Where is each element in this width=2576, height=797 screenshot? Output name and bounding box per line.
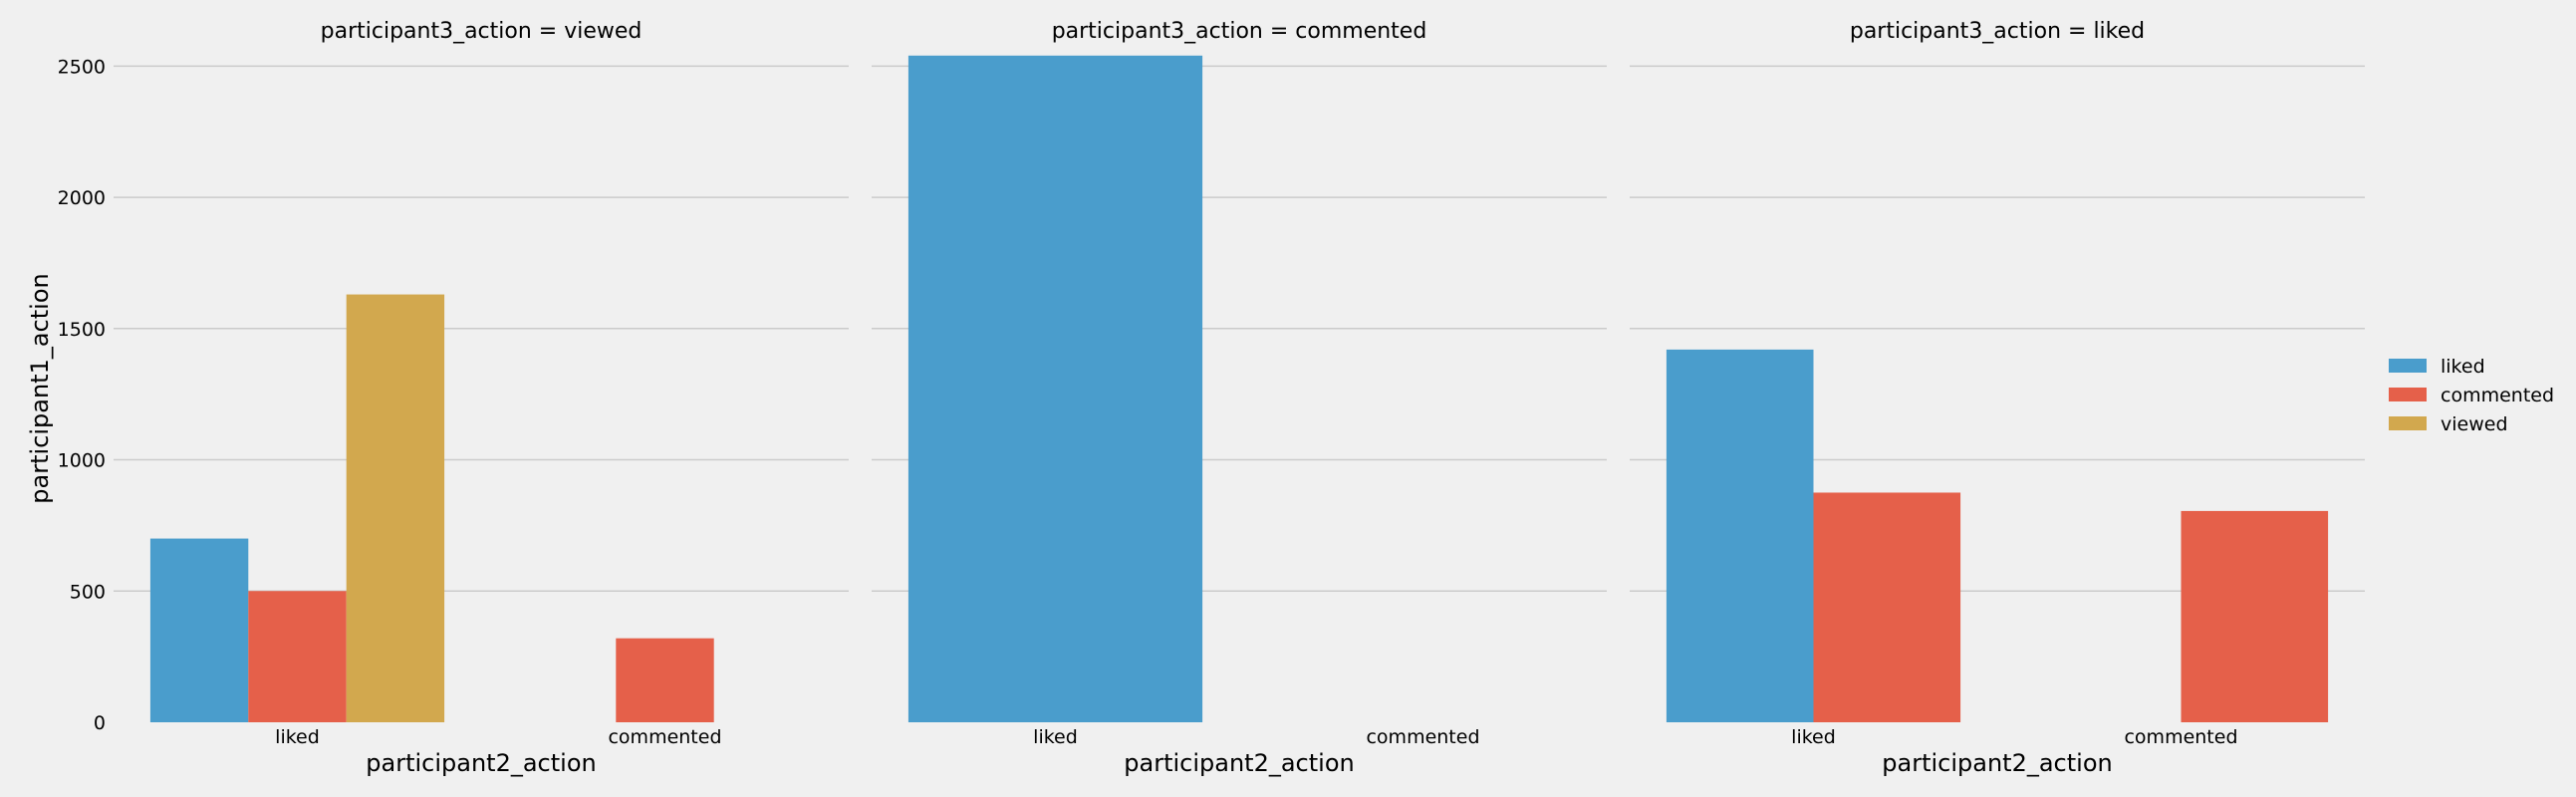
panel-title: participant3_action = viewed — [321, 19, 643, 44]
panel-title: participant3_action = commented — [1052, 19, 1427, 44]
legend-item-liked: liked — [2389, 356, 2485, 378]
bar-viewed-liked — [346, 294, 445, 722]
legend: liked commented viewed — [2389, 356, 2554, 435]
bar-liked-liked — [907, 55, 1203, 723]
x-tick-label: liked — [275, 726, 320, 748]
y-tick-label: 2000 — [58, 187, 106, 209]
panel-3: participant3_action = liked liked commente… — [1630, 19, 2365, 777]
bar-commented-commented — [2181, 510, 2329, 722]
x-axis-label: participant2_action — [1124, 749, 1354, 777]
legend-label: commented — [2441, 385, 2554, 406]
x-axis-label: participant2_action — [366, 749, 596, 777]
bar-liked-liked — [149, 538, 249, 722]
panels: 0 500 1000 1500 2000 2500 participant3_action … — [58, 19, 2365, 777]
x-tick-label: liked — [1791, 726, 1836, 748]
x-tick-label: liked — [1033, 726, 1078, 748]
legend-label: viewed — [2441, 413, 2508, 435]
legend-swatch — [2389, 388, 2427, 401]
y-axis-label: participant1_action — [26, 273, 54, 503]
y-tick-label: 500 — [70, 581, 106, 603]
panel-title: participant3_action = liked — [1850, 19, 2145, 44]
x-axis-label: participant2_action — [1882, 749, 2112, 777]
panel-1: 0 500 1000 1500 2000 2500 participant3_action … — [58, 19, 849, 777]
bar-commented-liked — [1813, 492, 1961, 722]
y-tick-label: 1500 — [58, 319, 106, 341]
x-tick-label: commented — [2124, 726, 2237, 748]
legend-swatch — [2389, 359, 2427, 373]
x-tick-label: commented — [1366, 726, 1479, 748]
legend-swatch — [2389, 416, 2427, 430]
bar-liked-liked — [1666, 349, 1814, 722]
legend-item-commented: commented — [2389, 385, 2554, 406]
y-tick-label: 0 — [94, 712, 106, 734]
y-tick-label: 1000 — [58, 450, 106, 472]
x-tick-label: commented — [608, 726, 721, 748]
legend-item-viewed: viewed — [2389, 413, 2508, 435]
bar-commented-commented — [616, 638, 714, 722]
bar-commented-liked — [248, 591, 347, 722]
y-tick-label: 2500 — [58, 56, 106, 78]
legend-label: liked — [2441, 356, 2485, 378]
panel-2: participant3_action = commented liked comm… — [872, 19, 1607, 777]
